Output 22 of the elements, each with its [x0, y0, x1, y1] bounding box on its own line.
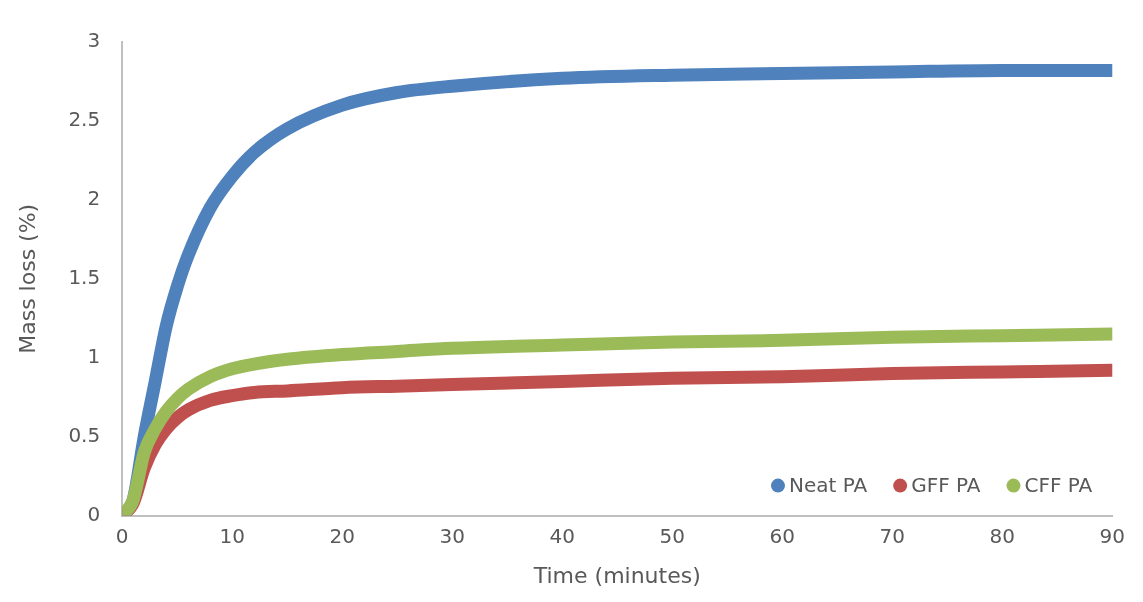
x-tick-label: 90 — [1099, 523, 1125, 548]
y-tick-label: 1.5 — [68, 265, 101, 289]
legend-label: CFF PA — [1024, 472, 1093, 497]
x-tick-label: 80 — [989, 523, 1015, 548]
x-tick-label: 30 — [439, 523, 465, 548]
y-tick-label: 3 — [87, 28, 101, 53]
x-tick-label: 10 — [219, 523, 245, 548]
y-tick-label: 0.5 — [68, 422, 101, 447]
legend-label: GFF PA — [911, 472, 981, 497]
y-tick-label: 1 — [87, 343, 101, 368]
x-tick-label: 50 — [659, 523, 685, 548]
y-tick-label: 2.5 — [68, 107, 101, 132]
y-axis-title: Mass loss (%) — [14, 203, 40, 354]
y-tick-label: 0 — [87, 501, 101, 526]
legend-label: Neat PA — [788, 472, 868, 497]
x-tick-label: 60 — [769, 523, 795, 548]
y-tick-label: 2 — [87, 186, 101, 211]
x-tick-label: 20 — [329, 523, 355, 548]
x-tick-label: 40 — [549, 523, 575, 548]
x-tick-label: 0 — [115, 523, 129, 548]
x-axis-title: Time (minutes) — [532, 562, 701, 588]
x-tick-label: 70 — [879, 523, 905, 548]
